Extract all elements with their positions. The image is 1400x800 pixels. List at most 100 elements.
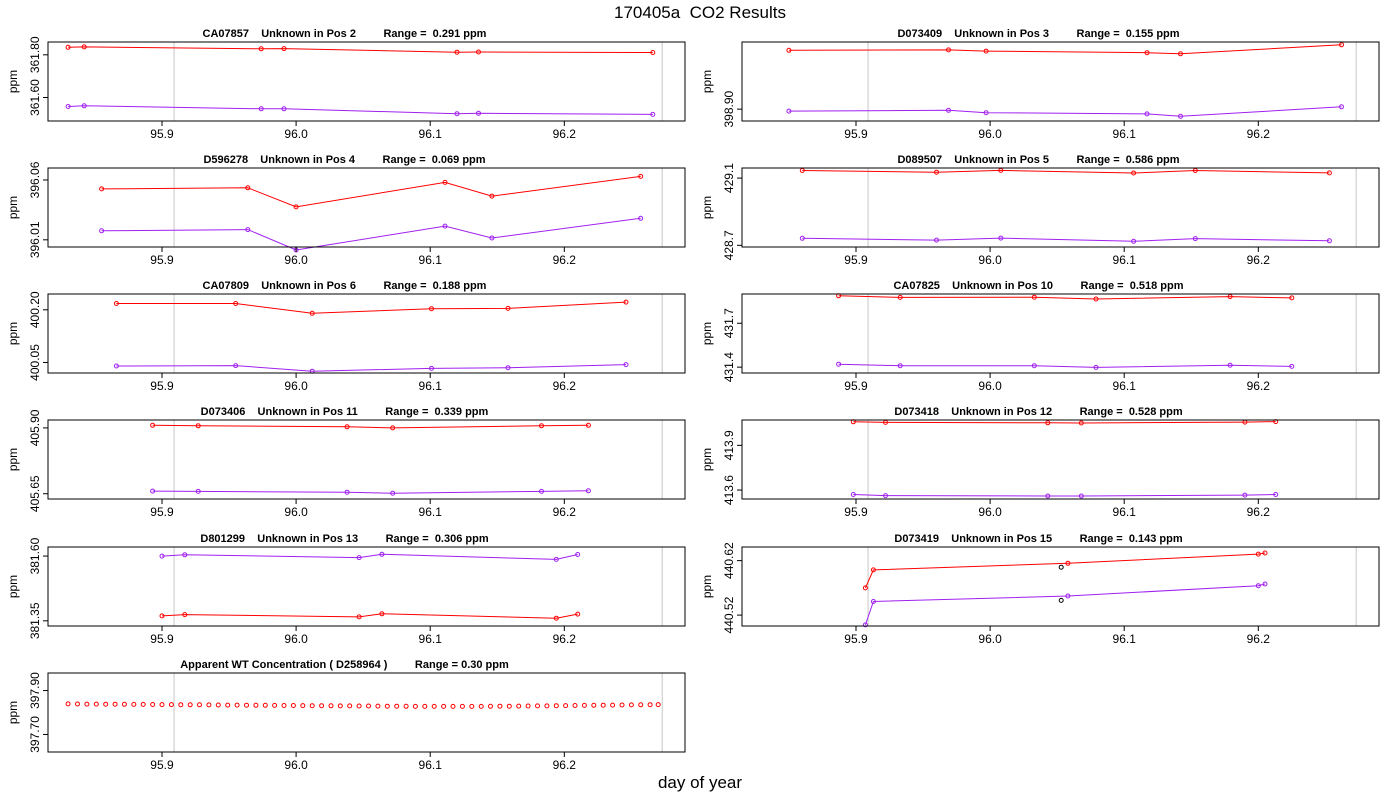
data-point [81, 44, 87, 50]
data-point [81, 103, 87, 109]
data-point [442, 223, 448, 229]
x-tick-label: 96.2 [553, 758, 577, 772]
x-tick-label: 96.0 [284, 505, 308, 519]
data-point [150, 422, 156, 428]
chart-panel-9: D801299 Unknown in Pos 13 Range = 0.306 … [6, 533, 686, 646]
y-tick-label: 440.52 [722, 596, 736, 633]
series-line-lower [788, 106, 1342, 117]
data-point [182, 552, 188, 558]
y-tick-label: 400.05 [28, 344, 42, 381]
data-point [476, 49, 481, 55]
data-point [442, 179, 448, 185]
x-axis-label: day of year [657, 773, 743, 792]
x-tick-label: 95.9 [150, 758, 174, 772]
data-point [553, 615, 559, 621]
x-tick-label: 96.0 [284, 758, 308, 772]
y-tick-label: 440.62 [722, 542, 736, 579]
y-tick-label: 413.9 [722, 430, 736, 460]
x-tick-label: 96.0 [284, 127, 308, 141]
data-point [525, 703, 531, 709]
data-point [454, 111, 460, 117]
series-line-upper [838, 295, 1292, 300]
chart-panel-11: Apparent WT Concentration ( D258964 ) Ra… [6, 659, 686, 772]
data-point [187, 702, 193, 708]
data-point [245, 185, 251, 191]
data-point [65, 104, 71, 109]
data-point [647, 702, 653, 708]
data-point [1131, 170, 1137, 176]
x-tick-label: 96.2 [1247, 379, 1271, 393]
data-point [478, 703, 484, 709]
y-tick-label: 361.80 [28, 36, 42, 73]
y-axis-label: ppm [6, 701, 20, 724]
x-tick-label: 96.2 [553, 632, 577, 646]
data-point [1093, 364, 1099, 370]
data-point [591, 702, 597, 708]
data-point [431, 703, 437, 709]
data-point [1031, 294, 1037, 300]
series-line-lower [838, 363, 1292, 368]
data-point [934, 169, 939, 175]
data-point [575, 611, 581, 617]
data-point [786, 47, 792, 53]
data-point [638, 702, 644, 708]
data-point [113, 301, 119, 306]
data-point [983, 110, 989, 116]
data-point [506, 703, 512, 709]
x-tick-label: 96.1 [1113, 127, 1137, 141]
data-point [290, 703, 296, 708]
data-point [897, 363, 903, 369]
y-tick-label: 381.60 [28, 537, 42, 574]
data-point [99, 228, 105, 234]
data-point [786, 108, 792, 114]
data-point [585, 422, 591, 428]
plot-frame [741, 293, 1380, 374]
x-tick-label: 96.1 [1113, 505, 1137, 519]
data-point [1045, 493, 1051, 499]
data-point [1326, 170, 1332, 176]
data-point [258, 46, 264, 52]
x-tick-label: 95.9 [150, 379, 174, 393]
data-point [581, 702, 587, 708]
data-point [459, 703, 465, 709]
y-tick-label: 429.1 [722, 163, 736, 193]
x-tick-label: 95.9 [844, 127, 868, 141]
data-point [293, 204, 299, 210]
x-tick-label: 96.2 [553, 379, 577, 393]
data-point [650, 50, 656, 55]
x-tick-label: 96.1 [419, 632, 443, 646]
chart-panel-10: D073419 Unknown in Pos 15 Range = 0.143 … [700, 533, 1380, 646]
data-point [379, 551, 385, 557]
data-point [281, 703, 287, 708]
data-point [1078, 493, 1084, 499]
data-point [650, 111, 656, 117]
data-point [121, 701, 127, 707]
data-point [934, 237, 939, 243]
data-point [281, 46, 287, 52]
x-tick-label: 96.2 [1247, 253, 1271, 267]
data-point [572, 703, 578, 708]
data-point [375, 703, 381, 709]
data-point [454, 49, 460, 55]
chart-panel-7: D073406 Unknown in Pos 11 Range = 0.339 … [6, 406, 686, 519]
data-point [563, 703, 569, 709]
data-point [544, 703, 550, 709]
data-point [1227, 362, 1233, 368]
x-tick-label: 96.0 [978, 379, 1002, 393]
series-line-lower [101, 217, 641, 251]
series-line-upper [864, 552, 1266, 589]
x-tick-label: 96.0 [978, 127, 1002, 141]
y-tick-label: 397.70 [28, 716, 42, 753]
data-point [197, 702, 202, 708]
plot-frame [47, 546, 686, 627]
chart-title: CA07825 Unknown in Pos 10 Range = 0.518 … [893, 280, 1183, 292]
data-point [319, 703, 325, 709]
data-point [65, 44, 71, 50]
y-axis-label: ppm [6, 196, 20, 219]
data-point [429, 306, 434, 312]
data-point [309, 703, 315, 709]
series-line-lower [853, 494, 1276, 497]
data-point [638, 215, 644, 221]
y-axis-label: ppm [700, 196, 714, 219]
